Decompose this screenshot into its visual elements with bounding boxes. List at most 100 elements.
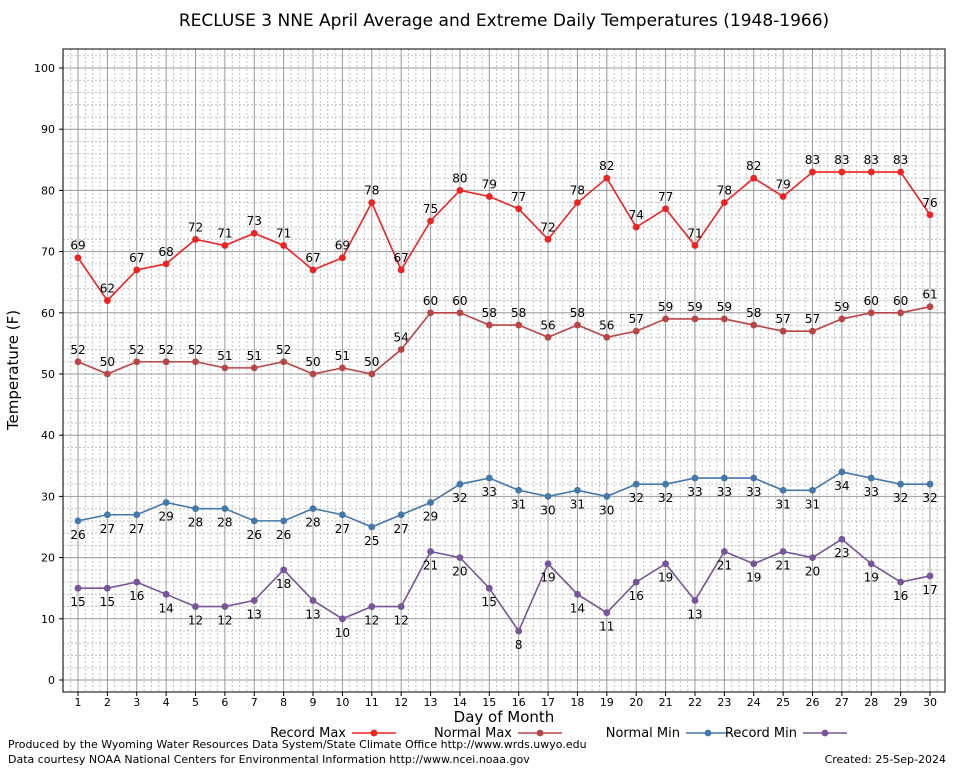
data-label-record-max: 78 bbox=[717, 184, 732, 198]
data-label-record-min: 12 bbox=[217, 614, 232, 628]
data-label-record-max: 67 bbox=[129, 251, 144, 265]
series-line-record-min bbox=[78, 538, 931, 633]
data-point-normal-min bbox=[632, 480, 640, 488]
y-axis: 0 10 20 30 40 50 60 70 80 90 100 bbox=[34, 62, 63, 687]
data-label-normal-min: 25 bbox=[364, 534, 379, 548]
data-label-record-min: 13 bbox=[305, 607, 320, 621]
data-label-normal-max: 51 bbox=[335, 349, 350, 363]
data-label-normal-min: 32 bbox=[922, 491, 937, 505]
x-tick-label: 7 bbox=[251, 696, 258, 709]
data-label-record-min: 13 bbox=[687, 607, 702, 621]
data-point-record-min bbox=[662, 560, 669, 568]
data-point-normal-max bbox=[867, 309, 875, 317]
data-point-normal-min bbox=[309, 505, 317, 513]
data-label-record-min: 10 bbox=[335, 626, 350, 640]
data-label-record-min: 14 bbox=[570, 601, 585, 615]
data-point-record-min bbox=[809, 554, 816, 561]
data-label-normal-max: 57 bbox=[629, 312, 644, 326]
data-point-record-max bbox=[867, 168, 875, 176]
x-tick-label: 22 bbox=[688, 696, 702, 709]
data-label-record-min: 12 bbox=[394, 614, 409, 628]
data-point-record-max bbox=[250, 229, 258, 237]
chart-title: RECLUSE 3 NNE April Average and Extreme … bbox=[179, 11, 829, 31]
data-point-record-max bbox=[339, 254, 346, 262]
data-point-record-min bbox=[897, 578, 905, 586]
data-label-normal-min: 32 bbox=[452, 491, 467, 505]
data-label-normal-max: 58 bbox=[570, 306, 585, 320]
data-label-record-max: 67 bbox=[394, 251, 409, 265]
data-point-normal-max bbox=[485, 321, 493, 329]
legend-label-record-max: Record Max bbox=[270, 726, 346, 741]
data-label-record-max: 75 bbox=[423, 202, 438, 216]
data-point-normal-min bbox=[867, 474, 875, 482]
x-tick-label: 11 bbox=[365, 696, 379, 709]
legend-marker-record-max bbox=[370, 729, 378, 737]
data-point-normal-max bbox=[280, 358, 288, 366]
data-label-normal-max: 54 bbox=[394, 331, 409, 345]
series-line-normal-min bbox=[77, 471, 930, 528]
legend-label-record-min: Record Min bbox=[725, 726, 797, 741]
data-point-record-max bbox=[192, 235, 199, 243]
data-point-normal-max bbox=[74, 358, 82, 366]
data-point-record-max bbox=[720, 199, 728, 207]
data-point-record-min bbox=[103, 584, 111, 592]
x-tick-label: 25 bbox=[776, 696, 790, 709]
data-point-record-min bbox=[603, 609, 611, 617]
x-tick-label: 12 bbox=[394, 696, 408, 709]
data-label-normal-max: 52 bbox=[129, 343, 144, 357]
data-point-normal-min bbox=[397, 511, 405, 519]
data-label-record-min: 18 bbox=[276, 577, 291, 591]
x-tick-label: 13 bbox=[424, 696, 438, 709]
data-label-normal-min: 33 bbox=[864, 485, 879, 499]
y-tick-label: 90 bbox=[41, 123, 55, 136]
legend-label-normal-max: Normal Max bbox=[434, 726, 512, 741]
data-label-normal-min: 26 bbox=[70, 528, 85, 542]
data-label-normal-max: 61 bbox=[922, 288, 937, 302]
data-label-normal-min: 31 bbox=[805, 497, 820, 511]
data-point-record-min bbox=[750, 560, 758, 568]
data-label-normal-max: 58 bbox=[482, 306, 497, 320]
data-point-record-min bbox=[485, 584, 493, 592]
x-tick-label: 18 bbox=[570, 696, 584, 709]
y-axis-label: Temperature (F) bbox=[4, 310, 22, 431]
data-label-normal-min: 27 bbox=[100, 522, 115, 536]
data-label-record-max: 69 bbox=[335, 239, 350, 253]
x-tick-label: 29 bbox=[894, 696, 908, 709]
data-label-normal-min: 32 bbox=[658, 491, 673, 505]
data-point-normal-min bbox=[809, 486, 816, 494]
data-point-normal-min bbox=[720, 474, 728, 482]
data-label-normal-max: 52 bbox=[188, 343, 203, 357]
y-tick-label: 10 bbox=[41, 613, 55, 626]
data-point-normal-max bbox=[750, 321, 758, 329]
data-label-record-max: 71 bbox=[276, 226, 291, 240]
data-label-record-max: 83 bbox=[893, 153, 908, 167]
y-tick-label: 50 bbox=[41, 368, 55, 381]
data-label-record-min: 16 bbox=[129, 589, 144, 603]
series-record-min: 15 15 16 14 12 12 13 18 13 10 12 12 21 20 15 8 19 14 11 16 1… bbox=[70, 535, 938, 652]
data-point-normal-min bbox=[368, 523, 376, 531]
data-point-normal-max bbox=[779, 327, 787, 335]
data-label-normal-max: 59 bbox=[834, 300, 849, 314]
data-point-record-max bbox=[368, 199, 376, 207]
data-label-record-max: 68 bbox=[158, 245, 173, 259]
data-label-record-min: 20 bbox=[452, 565, 467, 579]
series-normal-min: 26 27 27 29 28 28 26 26 28 27 25 27 29 32 33 31 30 31 30 32… bbox=[70, 468, 938, 548]
data-label-normal-max: 52 bbox=[276, 343, 291, 357]
data-label-record-min: 12 bbox=[188, 614, 203, 628]
data-label-record-min: 21 bbox=[775, 558, 790, 572]
data-point-record-min bbox=[574, 590, 581, 598]
data-point-record-max bbox=[897, 168, 905, 176]
data-point-record-min bbox=[192, 603, 199, 610]
data-point-normal-max bbox=[309, 370, 317, 378]
data-point-normal-max bbox=[427, 309, 434, 317]
data-point-record-min bbox=[133, 578, 141, 586]
data-label-record-min: 16 bbox=[629, 589, 644, 603]
data-point-normal-min bbox=[485, 474, 493, 482]
data-point-record-max bbox=[103, 297, 111, 304]
data-label-normal-min: 27 bbox=[129, 522, 144, 536]
data-point-record-min bbox=[339, 615, 346, 623]
data-label-record-max: 80 bbox=[452, 171, 467, 185]
data-point-normal-min bbox=[74, 517, 82, 525]
data-point-normal-min bbox=[897, 480, 905, 488]
data-label-normal-min: 31 bbox=[570, 497, 585, 511]
